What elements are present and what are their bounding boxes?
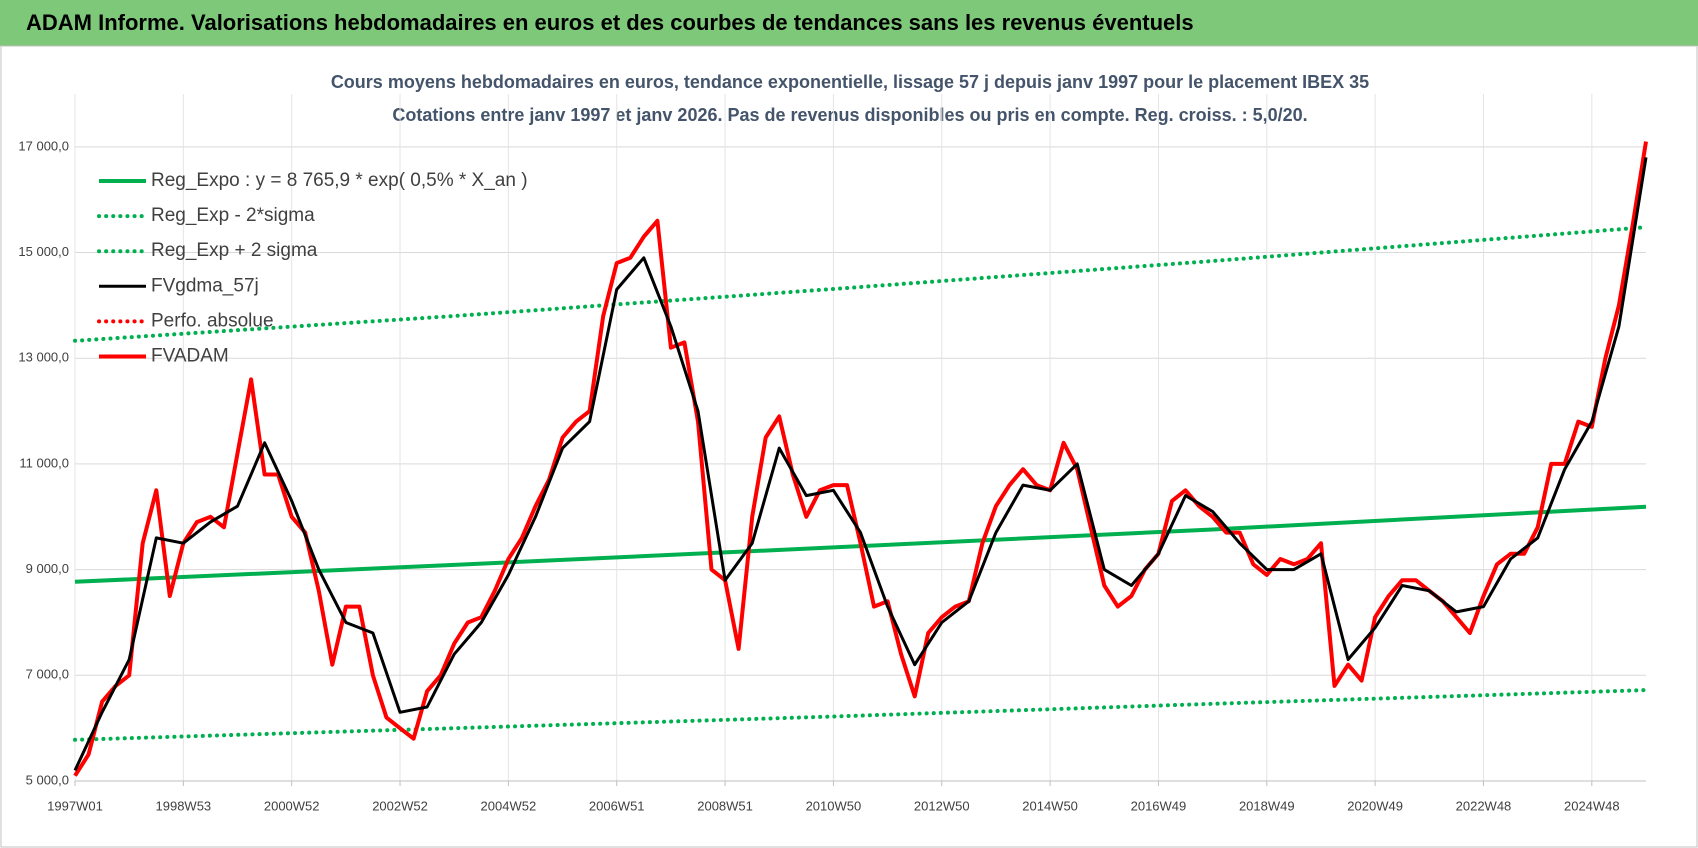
y-tick-label: 9 000,0 bbox=[26, 561, 69, 576]
y-tick-label: 5 000,0 bbox=[26, 772, 69, 787]
header-bar bbox=[0, 0, 1698, 46]
series-line bbox=[74, 504, 1647, 584]
y-tick-label: 13 000,0 bbox=[18, 350, 69, 365]
legend-label: Reg_Exp + 2 sigma bbox=[151, 240, 318, 261]
y-tick-label: 15 000,0 bbox=[18, 244, 69, 259]
y-tick-label: 7 000,0 bbox=[26, 667, 69, 682]
x-tick-label: 2022W48 bbox=[1456, 798, 1512, 813]
legend-label: Reg_Expo : y = 8 765,9 * exp( 0,5% * X_a… bbox=[151, 170, 528, 191]
x-tick-label: 2006W51 bbox=[589, 798, 645, 813]
legend-label: Reg_Exp - 2*sigma bbox=[151, 205, 315, 226]
x-tick-label: 2000W52 bbox=[264, 798, 320, 813]
series-line bbox=[73, 688, 1648, 742]
series-line bbox=[73, 157, 1648, 772]
legend-label: Perfo. absolue bbox=[151, 310, 274, 331]
legend-label: FVADAM bbox=[151, 346, 229, 367]
y-tick-label: 11 000,0 bbox=[19, 455, 69, 470]
x-tick-label: 2016W49 bbox=[1131, 798, 1187, 813]
series-line bbox=[73, 141, 1648, 777]
x-tick-label: 2004W52 bbox=[481, 798, 537, 813]
chart-frame bbox=[0, 45, 1698, 848]
x-tick-label: 1998W53 bbox=[156, 798, 212, 813]
x-tick-label: 2024W48 bbox=[1564, 798, 1620, 813]
x-tick-label: 2002W52 bbox=[372, 798, 428, 813]
x-tick-label: 2010W50 bbox=[806, 798, 862, 813]
chart-subtitle: Cotations entre janv 1997 et janv 2026. … bbox=[392, 105, 1307, 125]
x-tick-label: 2018W49 bbox=[1239, 798, 1295, 813]
x-tick-label: 2014W50 bbox=[1022, 798, 1078, 813]
header-title: ADAM Informe. Valorisations hebdomadaire… bbox=[26, 10, 1194, 35]
chart-title: Cours moyens hebdomadaires en euros, ten… bbox=[331, 72, 1369, 92]
x-tick-label: 2008W51 bbox=[697, 798, 753, 813]
series-line bbox=[73, 225, 1648, 343]
y-tick-label: 17 000,0 bbox=[18, 138, 69, 153]
legend-label: FVgdma_57j bbox=[151, 275, 259, 296]
x-tick-label: 2020W49 bbox=[1347, 798, 1403, 813]
x-tick-label: 1997W01 bbox=[47, 798, 103, 813]
x-tick-label: 2012W50 bbox=[914, 798, 970, 813]
